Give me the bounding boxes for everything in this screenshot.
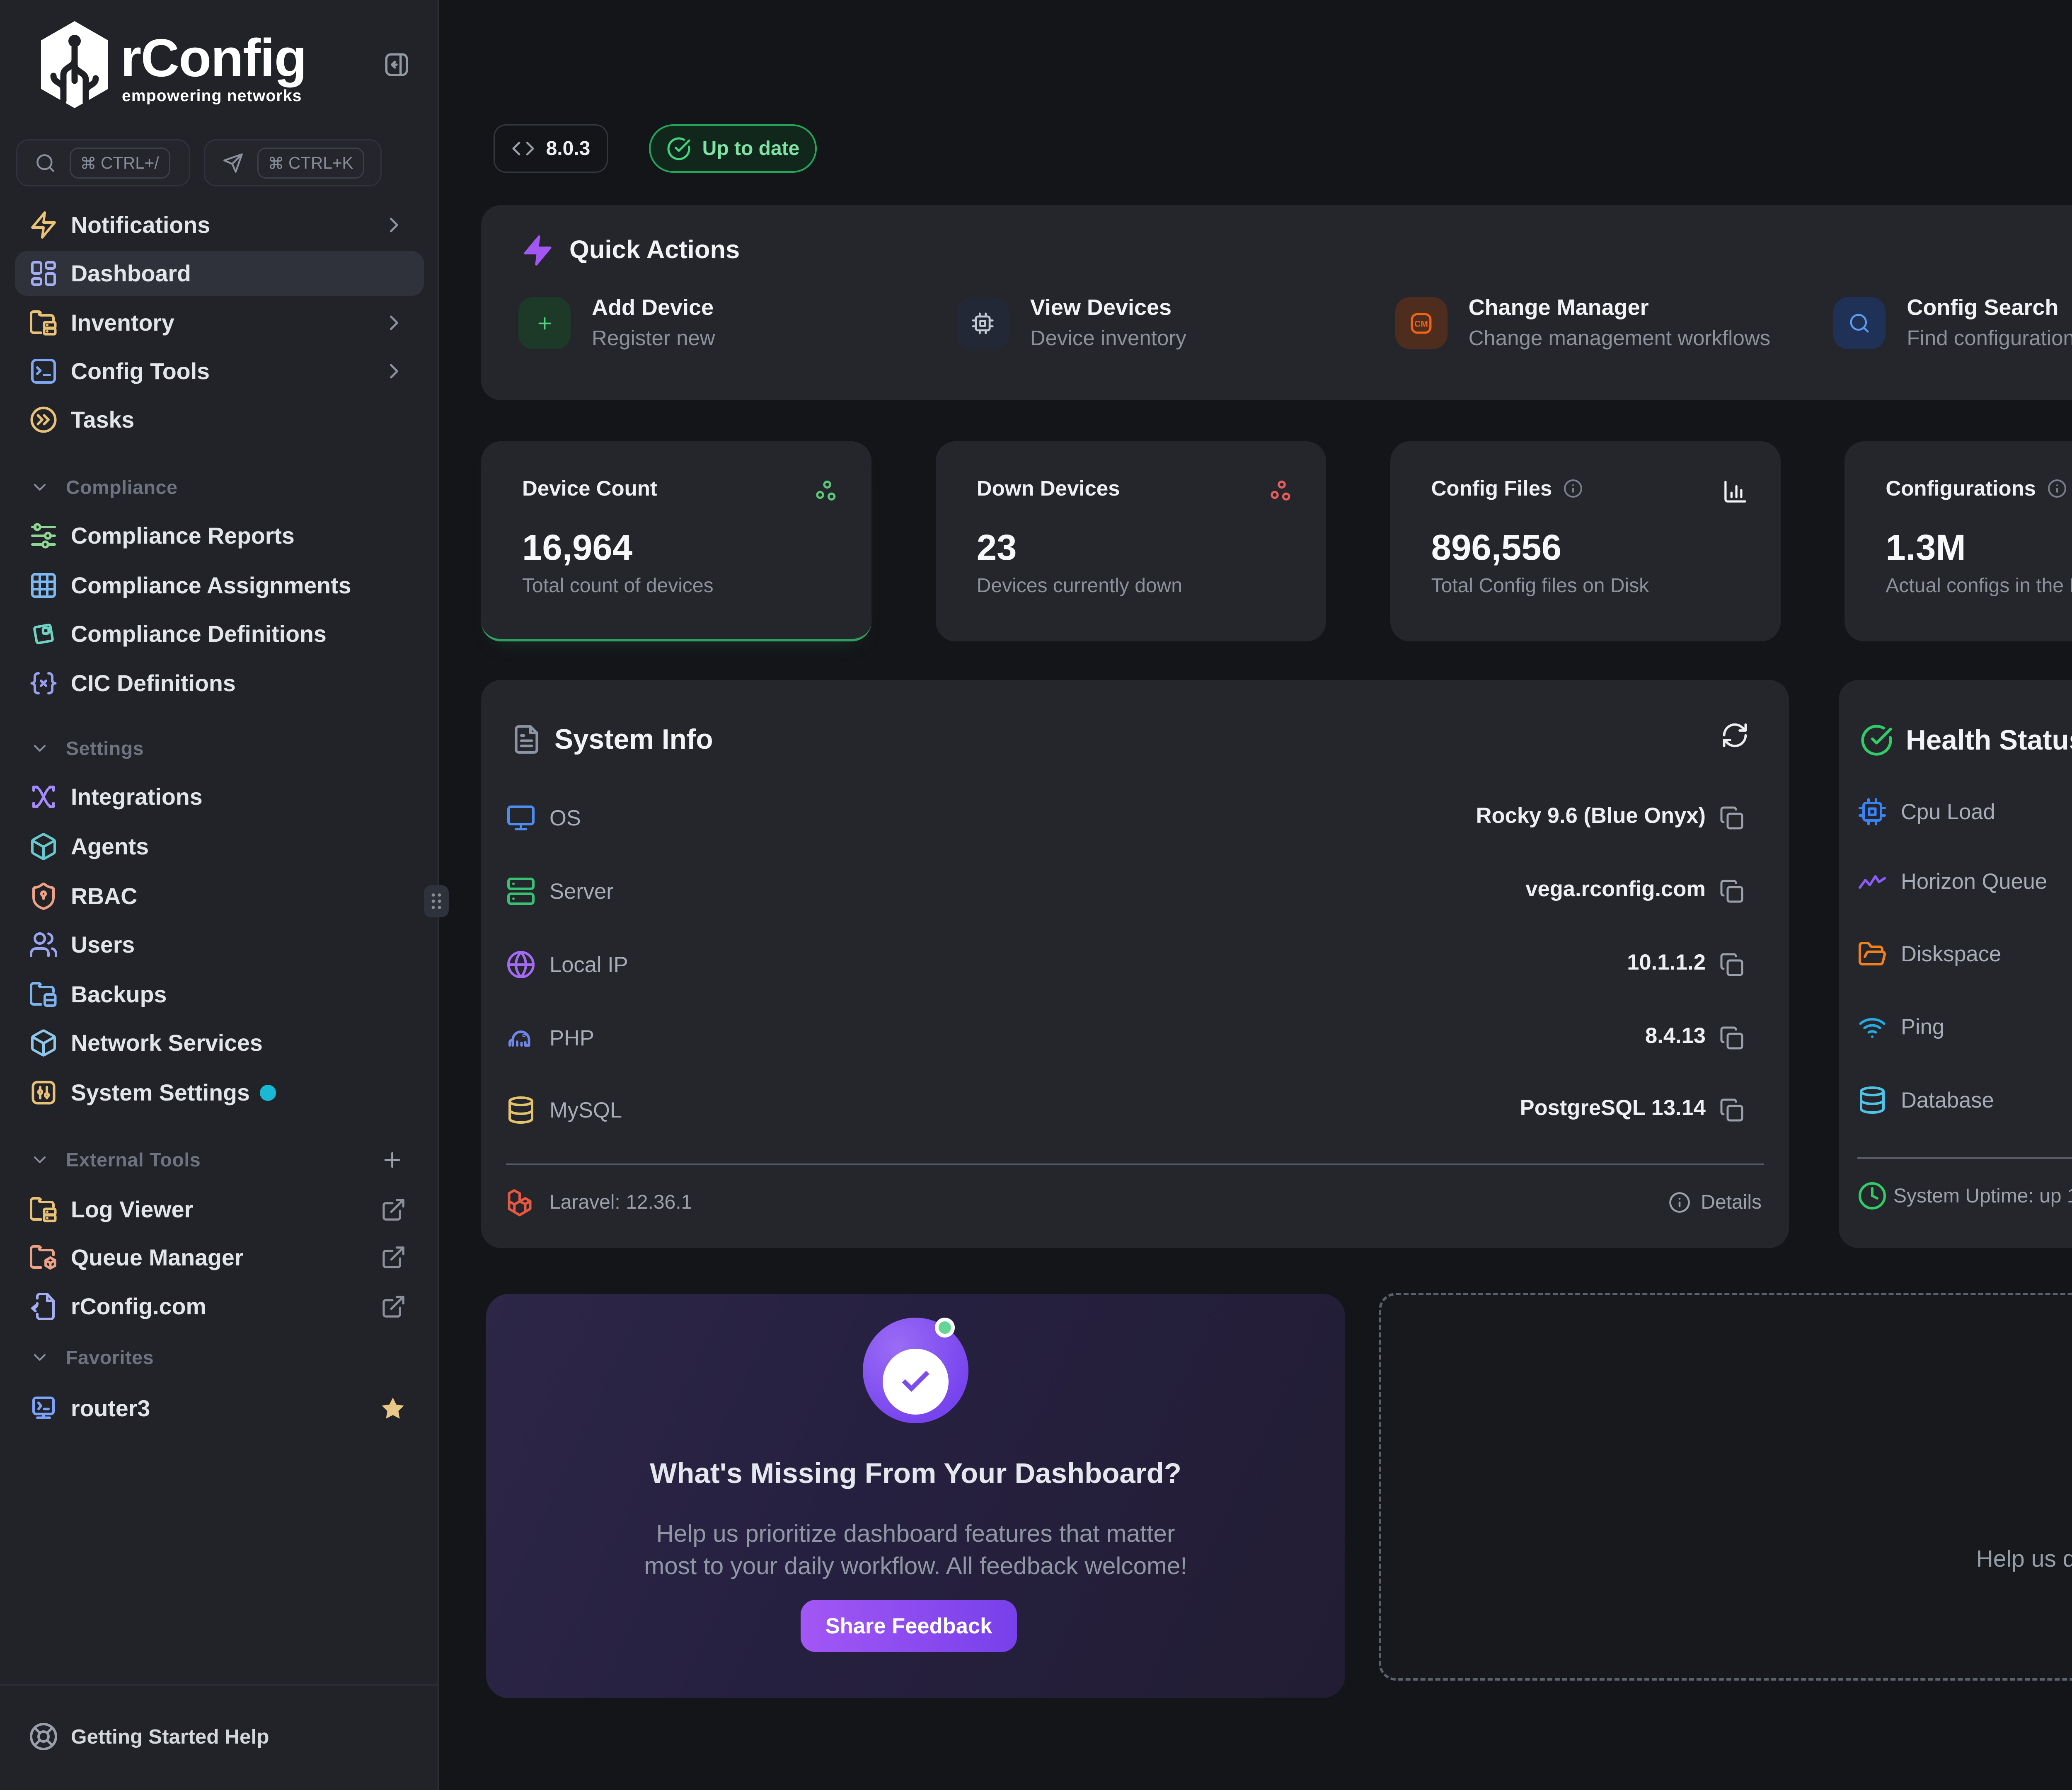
svg-text:CM: CM [1414,319,1428,329]
